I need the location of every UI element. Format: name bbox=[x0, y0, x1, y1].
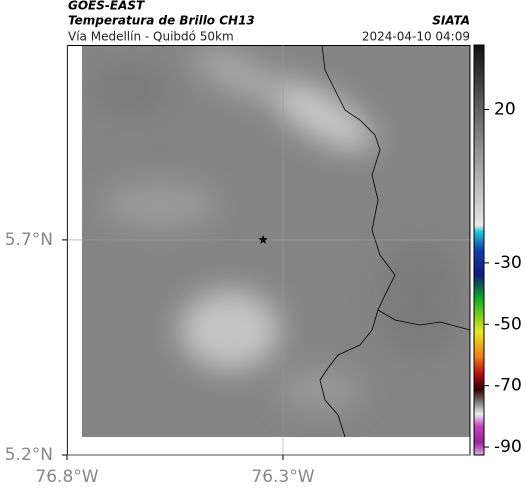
y-tick-label: 5.7°N bbox=[5, 230, 53, 250]
region: Vía Medellín - Quibdó 50km bbox=[68, 30, 234, 44]
colorbar-tick-label: -50 bbox=[494, 314, 522, 334]
y-tick-label: 5.2°N bbox=[5, 445, 53, 465]
organization: SIATA bbox=[432, 14, 470, 28]
satellite-image bbox=[82, 45, 470, 437]
border bbox=[321, 44, 471, 331]
colorbar-tick-label: -70 bbox=[494, 376, 522, 396]
x-tick-label: 76.3°W bbox=[251, 467, 314, 487]
product: Temperatura de Brillo CH13 bbox=[68, 14, 255, 28]
colorbar-tick-label: 20 bbox=[494, 99, 516, 119]
x-tick-label: 76.8°W bbox=[35, 467, 98, 487]
border bbox=[319, 309, 379, 438]
source: GOES-EAST bbox=[68, 0, 145, 13]
colorbar bbox=[473, 44, 485, 456]
location-marker bbox=[258, 234, 268, 244]
timestamp: 2024-04-10 04:09 bbox=[362, 30, 470, 44]
colorbar-tick-label: -90 bbox=[494, 437, 522, 457]
colorbar-tick-label: -30 bbox=[494, 253, 522, 273]
